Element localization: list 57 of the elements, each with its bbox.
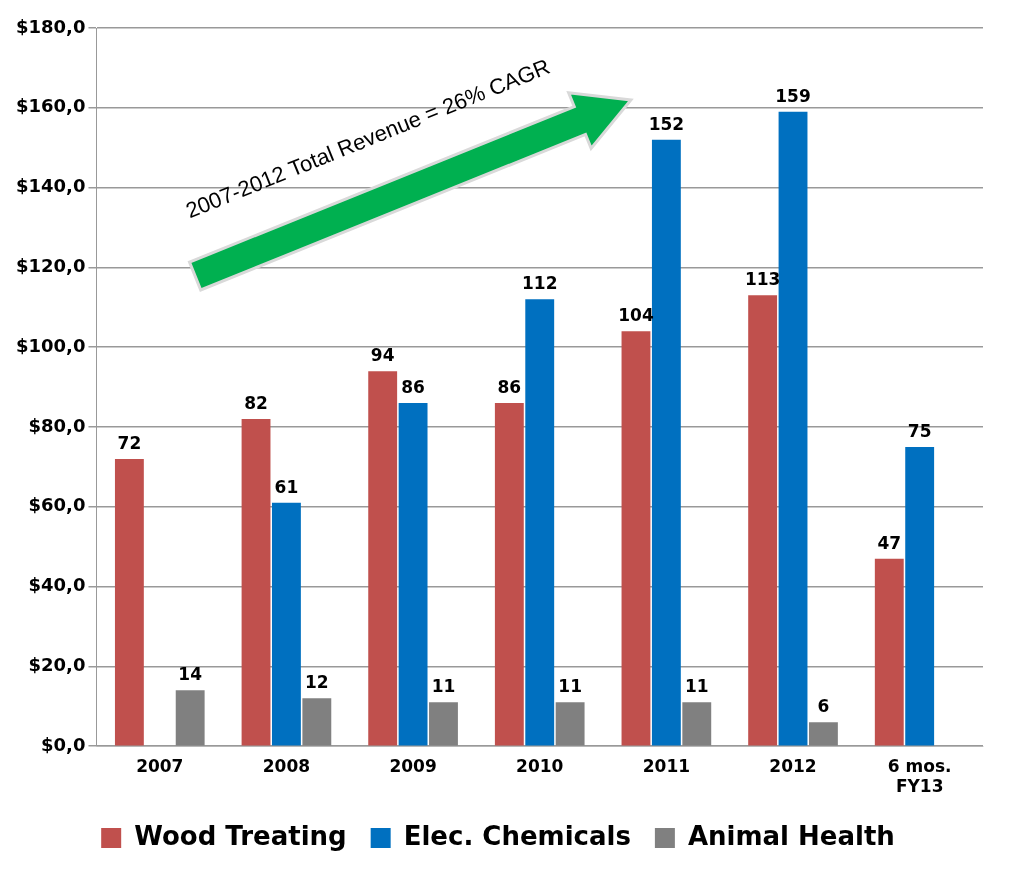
data-label: 82 (244, 392, 268, 413)
data-label: 86 (401, 376, 425, 397)
bar (525, 299, 555, 746)
data-label: 11 (558, 676, 582, 697)
bar (114, 458, 144, 746)
bar (651, 139, 681, 746)
x-tick-label: 2012 (769, 755, 817, 776)
data-label: 6 (817, 696, 830, 717)
data-label: 11 (431, 676, 456, 697)
data-label: 12 (304, 672, 329, 693)
x-tick-label: 2010 (516, 755, 564, 776)
bar (555, 702, 585, 746)
data-label: 86 (497, 376, 522, 397)
x-tick-label: 2011 (642, 755, 691, 776)
bar (494, 403, 524, 746)
bar (874, 558, 904, 746)
y-tick-label: $20,0 (28, 654, 86, 676)
x-tick-label: 6 mos. FY13 (887, 755, 952, 797)
y-tick-label: $0,0 (41, 733, 86, 755)
bar (905, 446, 935, 746)
y-tick-label: $140,0 (15, 175, 86, 197)
data-label: 112 (521, 273, 558, 294)
bar (748, 295, 778, 746)
data-label: 152 (648, 113, 685, 134)
bar (429, 702, 458, 746)
data-label: 11 (684, 676, 709, 697)
bar (241, 419, 271, 746)
y-tick-label: $80,0 (28, 414, 86, 436)
x-tick-label: 2009 (389, 755, 437, 776)
data-label: 94 (370, 345, 395, 366)
data-label: 75 (907, 420, 932, 441)
x-tick-label: 2007 (136, 755, 184, 776)
data-label: 47 (877, 532, 902, 553)
bar (272, 502, 301, 746)
legend-label: Animal Health (687, 820, 895, 851)
data-label: 72 (117, 432, 142, 453)
bar (368, 371, 398, 746)
x-tick-label: 2008 (262, 755, 311, 776)
bar (175, 690, 205, 746)
data-label: 61 (274, 476, 299, 497)
data-label: 113 (744, 269, 781, 290)
y-tick-label: $120,0 (15, 255, 86, 277)
y-tick-label: $100,0 (15, 334, 86, 356)
y-tick-label: $60,0 (28, 494, 86, 516)
y-tick-label: $40,0 (28, 574, 86, 596)
y-tick-label: $180,0 (15, 15, 86, 37)
legend-label: Wood Treating (134, 820, 347, 851)
bar (621, 331, 651, 746)
bar (398, 403, 428, 746)
data-label: 14 (178, 664, 203, 685)
y-tick-label: $160,0 (15, 95, 86, 117)
bar (682, 702, 712, 746)
bar (302, 698, 332, 746)
bar (808, 722, 838, 746)
bar (778, 111, 808, 746)
data-label: 159 (775, 85, 811, 106)
legend-label: Elec. Chemicals (403, 820, 631, 851)
